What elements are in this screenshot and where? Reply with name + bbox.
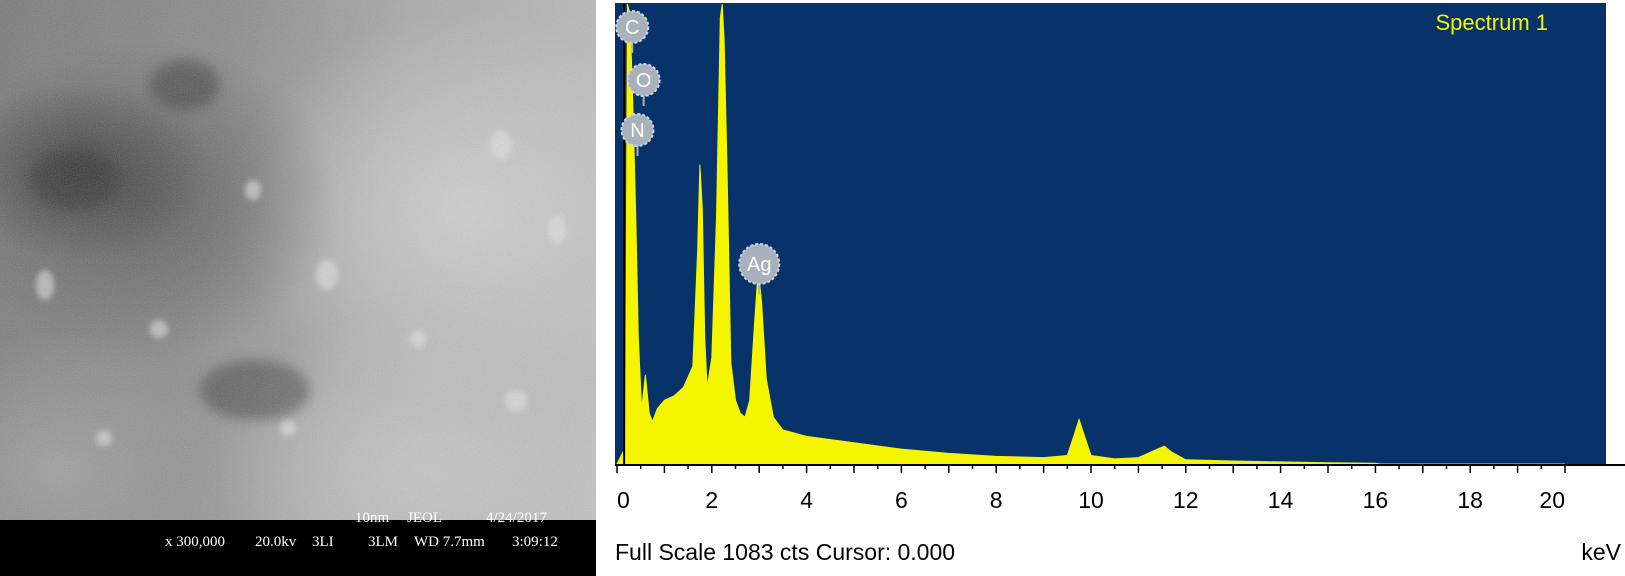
sem-time: 3:09:12 [512,534,558,550]
sem-date: 4/24/2017 [486,510,547,526]
sem-scale-label: 10nm [355,510,390,526]
eds-spectrum-panel: 0 2 4 6 8 10 12 14 16 18 20 C O N Ag Spectrum 1 Full … [615,0,1625,576]
x-tick-label: 4 [800,487,813,513]
x-tick-label: 10 [1078,487,1104,513]
x-tick-label: 20 [1539,487,1565,513]
x-tick-label: 8 [990,487,1003,513]
x-tick-label: 18 [1457,487,1483,513]
axis-unit-label: keV [1581,539,1621,565]
x-tick-label: 0 [617,487,630,513]
sem-maker: JEOL [407,510,442,526]
x-tick-label: 14 [1268,487,1294,513]
sem-magnification: x 300,000 [165,534,225,550]
spectrum-series-0 [616,3,1565,465]
spectrum-label: Spectrum 1 [1436,10,1549,35]
svg-text:Ag: Ag [747,254,771,276]
element-marker-o: O [626,63,661,106]
sem-mode: 3LM [368,534,398,550]
x-tick-label: 2 [705,487,718,513]
svg-text:N: N [630,120,644,142]
sem-voltage: 20.0kv [255,534,297,550]
element-marker-n: N [620,113,655,156]
x-tick-label: 16 [1363,487,1389,513]
sem-micrograph-panel: 10nm JEOL 4/24/2017 x 300,000 20.0kv 3LI… [0,0,596,576]
sem-image [0,0,596,520]
full-scale-cursor-readout: Full Scale 1083 cts Cursor: 0.000 [615,539,956,565]
element-marker-ag: Ag [738,243,781,294]
sem-detector: 3LI [312,534,334,550]
sem-info-bar: 10nm JEOL 4/24/2017 x 300,000 20.0kv 3LI… [0,510,596,576]
x-tick-label: 12 [1173,487,1199,513]
svg-text:O: O [636,70,652,92]
eds-spectrum-chart: 0 2 4 6 8 10 12 14 16 18 20 C O N Ag Spectrum 1 [615,3,1625,513]
x-tick-label: 6 [895,487,908,513]
sem-working-distance: WD 7.7mm [414,534,485,550]
element-marker-c: C [615,10,650,53]
svg-text:C: C [625,17,639,39]
plot-background [615,3,1606,465]
